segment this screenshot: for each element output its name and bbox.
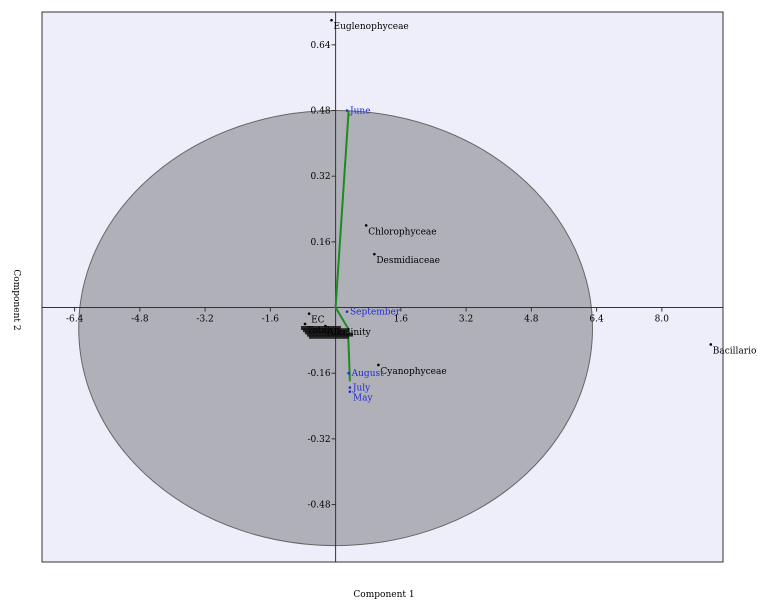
overlapping-label-cluster	[302, 328, 349, 333]
overlapping-label-cluster	[304, 330, 345, 335]
overlapping-label-cluster	[300, 325, 341, 330]
y-axis-title: Component 2	[11, 269, 21, 330]
case-label: June	[349, 107, 371, 117]
y-tick-label: -0.16	[308, 369, 331, 379]
case-label: July	[352, 384, 371, 394]
variable-point	[377, 363, 380, 367]
case-label: May	[353, 394, 374, 404]
case-point	[345, 310, 349, 313]
y-tick-label: 0.32	[311, 172, 331, 182]
variable-point	[709, 343, 713, 346]
case-point	[348, 390, 352, 393]
variable-label: Euglenophyceae	[334, 22, 409, 32]
x-tick-label: -6.4	[66, 315, 84, 325]
x-tick-label: 1.6	[394, 315, 409, 325]
y-tick-label: 0.48	[311, 107, 331, 117]
variable-label: Alkalinity	[326, 328, 371, 338]
variable-label: Desmidiaceae	[376, 256, 440, 266]
x-tick-label: -3.2	[196, 315, 213, 325]
y-tick-label: 0.16	[311, 238, 331, 248]
variable-point	[364, 224, 368, 227]
case-point	[345, 109, 349, 112]
x-tick-label: 6.4	[589, 315, 604, 325]
variable-point	[324, 324, 327, 328]
x-axis-title: Component 1	[353, 590, 414, 600]
variable-point	[373, 252, 376, 256]
y-tick-label: -0.48	[308, 501, 331, 511]
variable-label: EC	[311, 316, 325, 326]
x-tick-label: 8.0	[655, 315, 670, 325]
overlapping-label-cluster	[308, 334, 349, 339]
case-connector-line	[334, 110, 351, 382]
variable-point	[307, 312, 311, 315]
variable-label: Chlorophyceae	[368, 227, 436, 237]
x-tick-label: -4.8	[131, 315, 149, 325]
variable-point	[330, 18, 333, 22]
y-tick-label: 0.64	[311, 41, 331, 51]
case-point	[347, 371, 350, 375]
variable-label: Cyanophyceae	[380, 367, 446, 377]
case-point	[348, 386, 352, 389]
overlapping-label-cluster	[306, 332, 353, 337]
variable-label: Total	[307, 326, 330, 336]
x-tick-label: -1.6	[262, 315, 280, 325]
y-tick-label: -0.32	[308, 435, 331, 445]
x-tick-label: 4.8	[524, 315, 539, 325]
case-label: September	[350, 308, 401, 318]
variable-label: Bacillariophyceae	[713, 346, 757, 356]
variable-point	[303, 322, 307, 326]
case-label: August	[351, 369, 384, 379]
x-tick-label: 3.2	[459, 315, 473, 325]
